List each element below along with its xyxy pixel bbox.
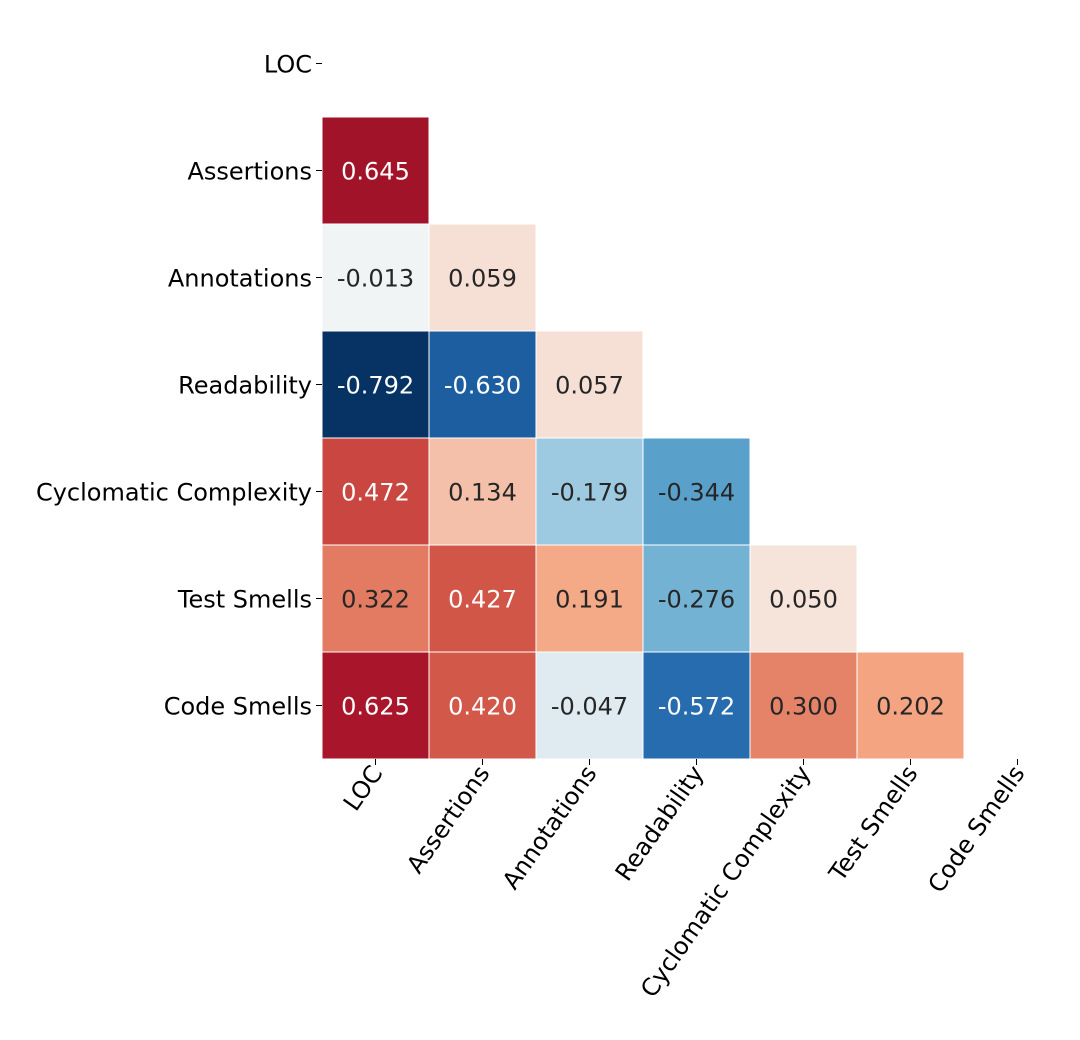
cell-value-label: 0.191 [555,586,624,614]
y-tick-label-annotations: Annotations [168,265,312,293]
x-axis: LOC Assertions Annotations ReadabilityCyclo… [338,759,1030,1003]
cell-value-label: 0.427 [448,586,517,614]
cell-value-label: -0.630 [444,372,521,400]
heatmap-cell-readability-loc [321,330,430,439]
cell-value-label: 0.625 [341,693,410,721]
cell-value-label: -0.047 [551,693,628,721]
y-tick-label-cyclomatic-complexity: Cyclomatic Complexity [36,479,312,507]
heatmap-cell-code-smells-annotations [535,651,644,760]
cell-value-label: 0.050 [769,586,838,614]
cell-value-label: 0.645 [341,158,410,186]
heatmap-cell-cyclomatic-complexity-assertions [428,437,537,546]
y-axis: LOC Assertions Annotations Readability Cyclo… [36,51,322,721]
cell-value-label: 0.059 [448,265,517,293]
cell-value-label: 0.057 [555,372,624,400]
cell-value-label: -0.572 [658,693,735,721]
cell-value-label: -0.792 [337,372,414,400]
cell-value-label: -0.179 [551,479,628,507]
heatmap-cell-cyclomatic-complexity-readability [642,437,751,546]
y-tick-label-assertions: Assertions [187,158,312,186]
heatmap-cell-code-smells-test-smells [856,651,965,760]
cell-value-label: 0.202 [876,693,945,721]
heatmap-cell-test-smells-assertions [428,544,537,653]
cell-value-label: 0.472 [341,479,410,507]
cell-value-label: 0.420 [448,693,517,721]
y-tick-label-readability: Readability [178,372,312,400]
heatmap-cell-annotations-loc [321,223,430,332]
heatmap-cell-code-smells-cyclomatic-complexity [749,651,858,760]
x-tick-label-assertions: Assertions [401,760,495,878]
y-tick-label-test-smells: Test Smells [177,586,312,614]
cell-value-label: 0.134 [448,479,517,507]
cell-value-label: 0.322 [341,586,410,614]
heatmap-cell-assertions-loc [321,116,430,225]
x-tick-label-test-smells: Test Smells [823,760,923,887]
heatmap-cell-readability-assertions [428,330,537,439]
heatmap-cell-annotations-assertions [428,223,537,332]
cell-value-label: -0.344 [658,479,735,507]
x-tick-label-annotations: Annotations [497,760,603,894]
cell-value-label: -0.276 [658,586,735,614]
heatmap-cell-code-smells-readability [642,651,751,760]
heatmap-cells: 0.645 -0.013 0.059 -0.792 -0.630 0.057 0.472 0.… [321,116,965,760]
cell-value-label: -0.013 [337,265,414,293]
x-tick-label-readability: Readability [610,760,710,886]
heatmap-cell-code-smells-assertions [428,651,537,760]
cell-value-label: 0.300 [769,693,838,721]
y-tick-label-loc: LOC [264,51,312,79]
heatmap-cell-readability-annotations [535,330,644,439]
y-tick-label-code-smells: Code Smells [164,693,312,721]
heatmap-cell-test-smells-readability [642,544,751,653]
x-tick-label-loc: LOC [338,760,389,816]
x-tick-label-code-smells: Code Smells [922,760,1030,898]
heatmap-cell-test-smells-cyclomatic-complexity [749,544,858,653]
heatmap-cell-test-smells-annotations [535,544,644,653]
